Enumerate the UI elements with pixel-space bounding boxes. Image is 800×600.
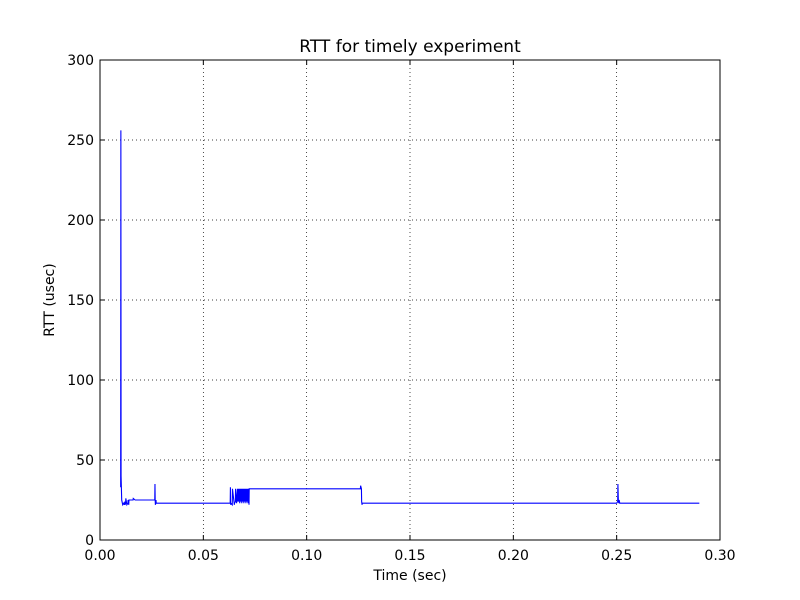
x-tick-label: 0.05 (188, 548, 219, 564)
x-tick-label: 0.30 (704, 548, 735, 564)
y-tick-label: 100 (67, 373, 94, 389)
rtt-series-line (120, 130, 700, 507)
x-tick-label: 0.15 (394, 548, 425, 564)
y-tick-label: 300 (67, 53, 94, 69)
series-layer (120, 130, 700, 507)
grid-lines (100, 60, 720, 540)
x-tick-label: 0.25 (601, 548, 632, 564)
y-axis-label: RTT (usec) (42, 263, 58, 336)
y-tick-label: 250 (67, 133, 94, 149)
axis-ticks: 0.00 0.05 0.10 0.15 0.20 0.25 0.30 0 50 100 150 200… (67, 53, 735, 564)
x-axis-label: Time (sec) (372, 568, 446, 584)
y-tick-label: 0 (85, 533, 94, 549)
x-tick-label: 0.10 (291, 548, 322, 564)
chart-title: RTT for timely experiment (299, 37, 521, 57)
x-tick-label: 0.20 (498, 548, 529, 564)
y-tick-label: 50 (76, 453, 94, 469)
y-tick-label: 200 (67, 213, 94, 229)
y-tick-label: 150 (67, 293, 94, 309)
x-tick-label: 0.00 (84, 548, 115, 564)
